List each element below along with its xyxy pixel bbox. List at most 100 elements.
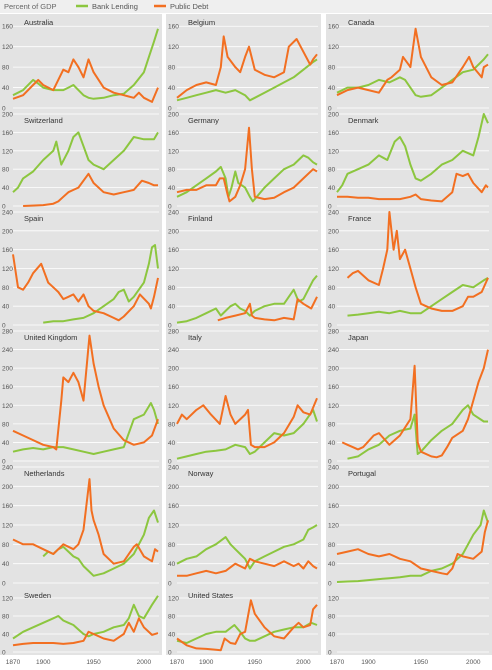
y-tick-label: 0 [2, 459, 6, 466]
public-debt-line [336, 27, 489, 97]
y-tick-label: 160 [168, 130, 179, 137]
panel-title: Finland [188, 214, 213, 223]
public-debt-line [176, 599, 318, 652]
y-tick-label: 120 [2, 44, 13, 51]
y-tick-label: 0 [2, 204, 6, 211]
panel-japan: 0 40 80 120 160 200 240 280 Japan [328, 329, 489, 466]
bank-lending-line [43, 244, 159, 324]
panel-germany: 0 40 80 120 160 200 Germany [168, 112, 318, 211]
y-tick-label: 160 [2, 247, 13, 254]
panel-title: France [348, 214, 371, 223]
panel-title: Belgium [188, 18, 215, 27]
y-tick-label: 240 [168, 347, 179, 354]
panel-title: Portugal [348, 469, 376, 478]
y-tick-label: 160 [328, 24, 339, 31]
y-tick-label: 40 [2, 561, 10, 568]
y-tick-label: 40 [168, 85, 176, 92]
x-tick-label: 1900 [361, 659, 376, 666]
y-tick-label: 240 [2, 210, 13, 217]
y-tick-label: 200 [168, 228, 179, 235]
y-tick-label: 240 [328, 210, 339, 217]
y-tick-label: 80 [328, 285, 336, 292]
bank-lending-line [336, 53, 489, 98]
y-tick-label: 40 [328, 85, 336, 92]
y-tick-label: 160 [168, 503, 179, 510]
public-debt-line [336, 519, 489, 576]
public-debt-line [341, 349, 489, 459]
panel-title: Italy [188, 333, 202, 342]
y-tick-label: 120 [328, 266, 339, 273]
y-tick-label: 0 [168, 581, 172, 588]
y-tick-label: 0 [168, 106, 172, 113]
panel-title: Netherlands [24, 469, 65, 478]
y-tick-label: 40 [328, 185, 336, 192]
legend-label-1: Bank Lending [92, 2, 138, 11]
y-tick-label: 80 [328, 542, 336, 549]
y-tick-label: 240 [168, 465, 179, 472]
y-tick-label: 80 [2, 285, 10, 292]
y-tick-label: 80 [328, 614, 336, 621]
y-tick-label: 80 [168, 421, 176, 428]
y-tick-label: 40 [168, 440, 176, 447]
y-tick-label: 0 [2, 581, 6, 588]
public-debt-line [23, 172, 158, 207]
y-tick-label: 200 [328, 484, 339, 491]
bank-lending-line [12, 402, 159, 455]
panel-canada: 0 40 80 120 160 Canada [328, 18, 489, 113]
y-tick-label: 0 [168, 650, 172, 657]
panel-sweden: 0 40 80 120 Sweden [2, 591, 159, 657]
public-debt-line [337, 172, 489, 203]
y-tick-label: 40 [168, 185, 176, 192]
panel-denmark: 0 40 80 120 160 200 Denmark [328, 112, 489, 211]
x-tick-label: 1900 [36, 659, 51, 666]
y-tick-label: 40 [328, 440, 336, 447]
y-tick-label: 280 [168, 329, 179, 336]
y-tick-label: 80 [2, 614, 10, 621]
y-tick-label: 120 [2, 403, 13, 410]
y-tick-label: 200 [328, 228, 339, 235]
y-tick-label: 0 [328, 106, 332, 113]
y-tick-label: 0 [2, 106, 6, 113]
panel-finland: 0 40 80 120 160 200 240 Finland [168, 210, 318, 330]
public-debt-line [176, 126, 318, 203]
y-tick-label: 80 [2, 421, 10, 428]
y-tick-label: 120 [328, 44, 339, 51]
y-tick-label: 160 [2, 503, 13, 510]
y-tick-label: 80 [2, 65, 10, 72]
panel-title: Germany [188, 116, 219, 125]
y-tick-label: 0 [328, 323, 332, 330]
x-tick-label: 2000 [296, 659, 311, 666]
y-tick-label: 80 [168, 65, 176, 72]
y-tick-label: 40 [2, 632, 10, 639]
x-tick-label: 1950 [86, 659, 101, 666]
y-tick-label: 160 [168, 24, 179, 31]
y-tick-label: 40 [2, 440, 10, 447]
y-tick-label: 280 [328, 329, 339, 336]
bank-lending-line [176, 154, 318, 203]
y-tick-label: 200 [2, 228, 13, 235]
y-tick-label: 120 [328, 403, 339, 410]
y-tick-label: 160 [2, 384, 13, 391]
legend-label-2: Public Debt [170, 2, 209, 11]
bank-lending-line [336, 509, 489, 583]
bank-lending-line [176, 408, 318, 460]
y-axis-label: Percent of GDP [4, 2, 57, 11]
y-tick-label: 120 [328, 596, 339, 603]
x-tick-label: 1950 [414, 659, 429, 666]
public-debt-line [346, 211, 489, 312]
y-tick-label: 0 [2, 650, 6, 657]
y-tick-label: 240 [328, 465, 339, 472]
y-tick-label: 120 [168, 266, 179, 273]
bank-lending-line [347, 404, 488, 460]
panel-title: Sweden [24, 591, 51, 600]
y-tick-label: 160 [328, 503, 339, 510]
x-tick-label: 2000 [137, 659, 152, 666]
y-tick-label: 160 [2, 24, 13, 31]
panel-australia: 0 40 80 120 160 Australia [2, 18, 159, 113]
panel-title: Spain [24, 214, 43, 223]
y-tick-label: 40 [328, 304, 336, 311]
y-tick-label: 80 [328, 421, 336, 428]
y-tick-label: 120 [168, 403, 179, 410]
y-tick-label: 40 [168, 561, 176, 568]
panel-portugal: 0 40 80 120 160 200 240 Portugal [328, 465, 489, 588]
